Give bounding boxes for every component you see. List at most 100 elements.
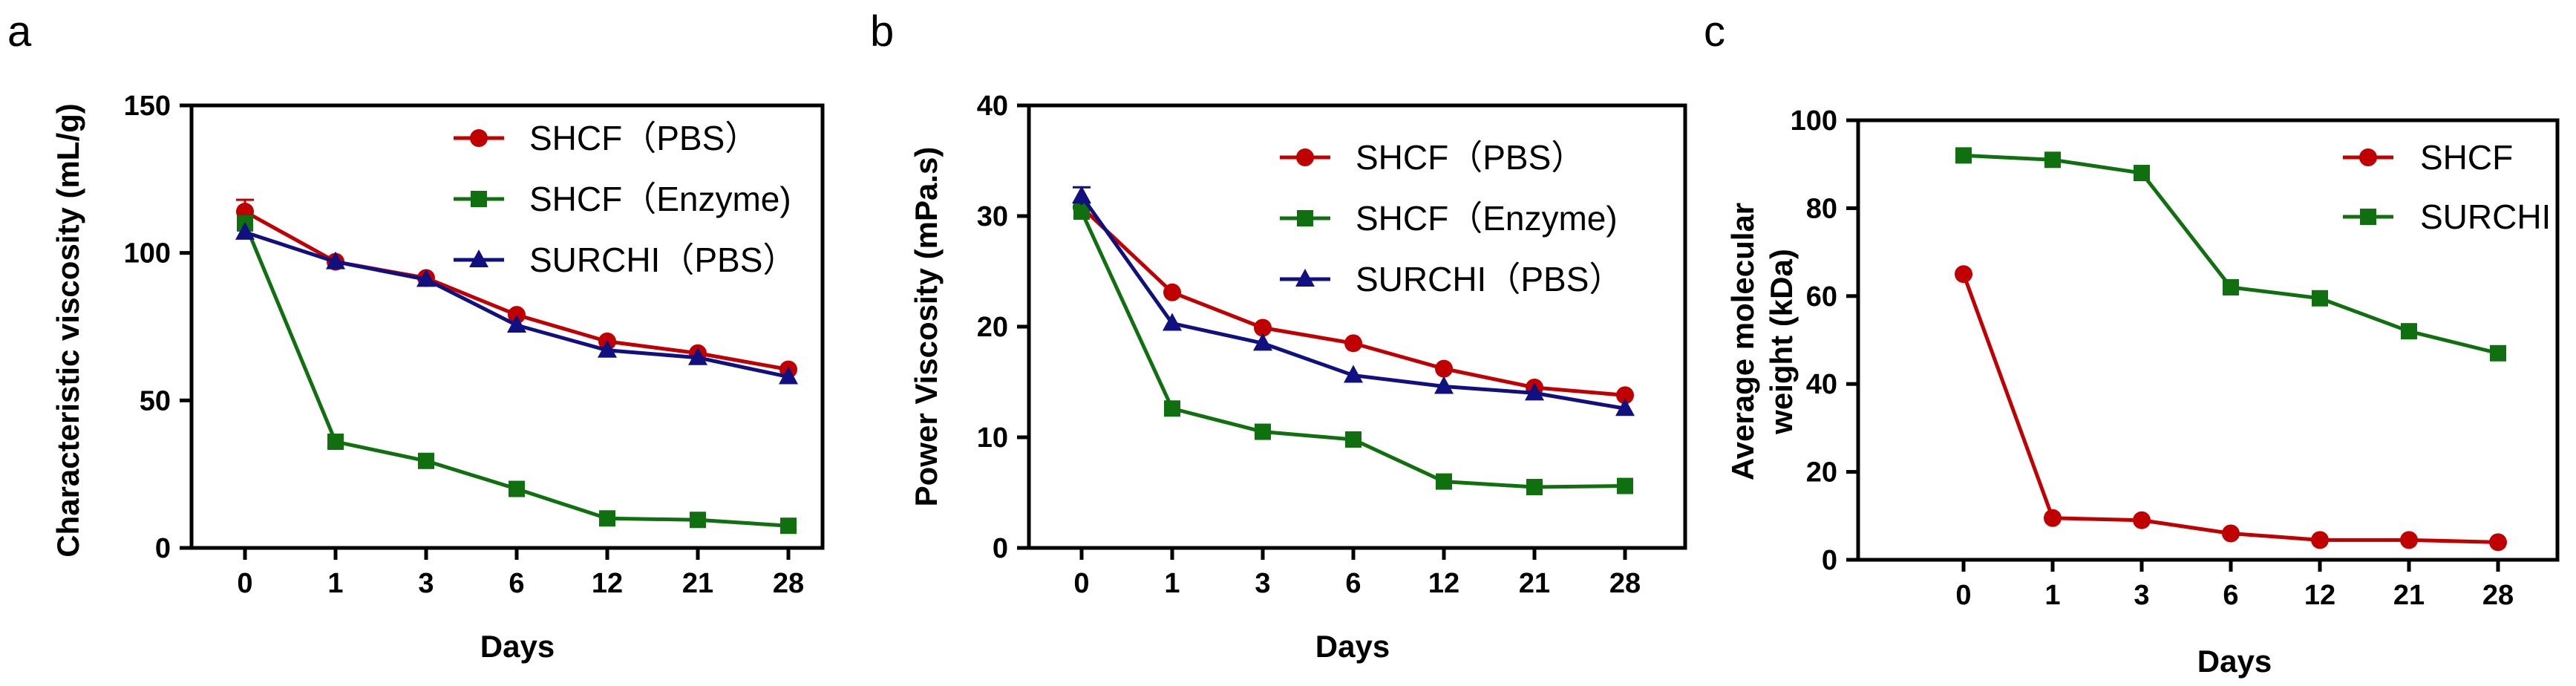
legend-label: SHCF（Enzyme) — [1356, 199, 1618, 238]
y-axis-title-b: Power Viscosity (mPa.s) — [909, 147, 944, 507]
y-tick-label: 0 — [155, 533, 171, 564]
data-point — [509, 480, 525, 497]
series-2 — [1072, 186, 1635, 416]
legend-marker — [1297, 210, 1313, 226]
legend-marker — [1296, 148, 1314, 166]
x-axis-title-b: Days — [1315, 629, 1390, 664]
series-1 — [237, 215, 797, 535]
data-point — [1255, 423, 1271, 440]
y-axis-title-c-line1: Average molecular — [1725, 203, 1760, 480]
series-1 — [1955, 147, 2506, 362]
panel-letter-a: a — [7, 7, 32, 56]
data-point — [2400, 531, 2418, 549]
data-point — [1434, 376, 1454, 394]
y-tick-label: 0 — [1822, 545, 1837, 576]
y-tick-label: 100 — [1791, 105, 1837, 137]
data-point — [688, 347, 707, 365]
data-point — [599, 510, 615, 527]
series-0 — [1955, 265, 2507, 552]
data-point — [1253, 333, 1272, 351]
data-point — [2133, 511, 2151, 529]
x-axis-title-a: Days — [480, 629, 555, 664]
series-line — [1963, 153, 2499, 356]
x-tick-label: 3 — [2134, 580, 2149, 611]
data-point — [1073, 203, 1090, 220]
data-point — [1163, 283, 1181, 301]
data-point — [2044, 509, 2062, 527]
data-point — [1617, 477, 1633, 494]
x-tick-label: 12 — [1428, 568, 1459, 599]
y-tick-label: 60 — [1806, 281, 1837, 313]
data-point — [1254, 318, 1272, 337]
y-tick-label: 40 — [1806, 369, 1837, 400]
data-point — [2222, 524, 2240, 543]
x-tick-label: 21 — [2393, 580, 2425, 611]
y-tick-label: 20 — [977, 312, 1008, 343]
series-line — [243, 209, 789, 372]
legend-label: SURCHI — [2420, 197, 2551, 236]
data-point — [416, 269, 436, 287]
x-tick-label: 1 — [2044, 580, 2060, 611]
y-axis-title-c-line2: weight (kDa) — [1764, 249, 1799, 435]
legend-b: SHCF（PBS） SHCF（Enzyme) SURCHI（PBS） — [1280, 138, 1623, 298]
data-point — [1164, 400, 1180, 417]
y-tick-label: 40 — [977, 91, 1008, 122]
series-2 — [235, 221, 798, 385]
data-point — [598, 339, 617, 358]
x-tick-label: 1 — [327, 568, 343, 599]
series-0 — [236, 198, 797, 379]
x-tick-label: 3 — [418, 568, 434, 599]
x-tick-label: 28 — [2482, 580, 2514, 611]
data-point — [1525, 382, 1544, 401]
data-point — [780, 517, 797, 535]
plot-frame — [1856, 118, 2560, 562]
data-point — [327, 433, 344, 450]
data-point — [1344, 365, 1363, 383]
x-axis-title-c: Days — [2197, 644, 2272, 679]
y-tick-label: 100 — [124, 238, 171, 270]
y-tick-label: 0 — [993, 533, 1008, 564]
legend-c: SHCF SURCHI — [2343, 138, 2551, 236]
x-tick-label: 3 — [1255, 568, 1270, 599]
legend-marker — [469, 249, 488, 267]
panel-letter-c: c — [1704, 7, 1725, 56]
legend-label: SURCHI（PBS） — [1356, 260, 1623, 298]
data-point — [1345, 431, 1361, 448]
data-point — [1526, 479, 1543, 496]
data-point — [235, 221, 255, 240]
data-point — [326, 251, 345, 270]
legend-label: SURCHI（PBS） — [529, 241, 797, 279]
data-point — [1163, 313, 1182, 331]
legend-marker — [2359, 148, 2377, 166]
data-point — [2311, 531, 2329, 549]
data-point — [2489, 533, 2507, 552]
data-point — [1072, 186, 1091, 204]
x-tick-label: 6 — [2223, 580, 2238, 611]
data-point — [1615, 398, 1635, 416]
panel-letter-b: b — [870, 7, 894, 56]
x-tick-label: 6 — [509, 568, 524, 599]
legend-marker — [1295, 269, 1315, 287]
data-point — [418, 452, 434, 469]
data-point — [779, 366, 798, 385]
data-point — [2312, 290, 2328, 307]
chart-c: c Average molecular weight (kDa) Days SH… — [1704, 7, 2560, 679]
data-point — [1436, 473, 1452, 490]
x-tick-label: 0 — [1955, 580, 1971, 611]
data-point — [2134, 165, 2150, 182]
x-tick-label: 21 — [1519, 568, 1550, 599]
data-point — [1955, 147, 1972, 164]
x-tick-label: 28 — [773, 568, 804, 599]
data-point — [1435, 359, 1453, 378]
x-tick-label: 28 — [1609, 568, 1641, 599]
y-tick-label: 10 — [977, 422, 1008, 454]
x-tick-label: 12 — [2304, 580, 2335, 611]
y-axis-title-a: Characteristic viscosity (mL/g) — [50, 103, 85, 558]
data-point — [2044, 151, 2061, 169]
series-line — [1961, 273, 2499, 544]
chart-a: a Characteristic viscosity (mL/g) Days S… — [7, 7, 825, 664]
data-point — [2490, 344, 2506, 362]
legend-label: SHCF（Enzyme) — [529, 180, 791, 218]
data-point — [2401, 323, 2417, 340]
